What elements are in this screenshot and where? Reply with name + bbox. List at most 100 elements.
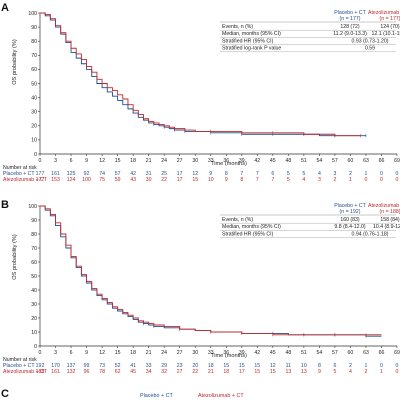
panel-b-stats-header-atezolizumab: Atezolizumab + CT xyxy=(368,203,400,209)
panel-b-x-tick-label: 45 xyxy=(270,350,276,356)
panel-a-risk-value-atezolizumab: 0 xyxy=(380,177,383,183)
panel-b-stats-row-value-atezolizumab: 158 (84) xyxy=(380,217,400,223)
panel-a-risk-value-placebo: 57 xyxy=(115,171,121,177)
panel-a-x-tick-label: 24 xyxy=(161,158,167,164)
panel-b-x-axis-title: Time (months) xyxy=(211,353,247,359)
panel-a-x-axis-title: Time (months) xyxy=(211,161,247,167)
panel-a-stats-header-atezolizumab: (n = 177) xyxy=(380,16,400,22)
panel-a-x-tick-label: 18 xyxy=(130,158,136,164)
panel-a-risk-value-placebo: 0 xyxy=(396,171,399,177)
panel-a-risk-value-atezolizumab: 153 xyxy=(51,177,60,183)
panel-b-risk-value-placebo: 12 xyxy=(270,363,276,369)
panel-a-stats-row-label: Median, months (95% CI) xyxy=(222,31,281,37)
panel-a-risk-value-atezolizumab: 7 xyxy=(271,177,274,183)
panel-b-risk-value-atezolizumab: 13 xyxy=(301,369,307,375)
panel-a-x-tick-label: 15 xyxy=(115,158,121,164)
panel-b-risk-value-placebo: 41 xyxy=(130,363,136,369)
panel-b-risk-value-atezolizumab: 22 xyxy=(192,369,198,375)
panel-a-stats-header-atezolizumab: Atezolizumab + CT xyxy=(368,10,400,16)
panel-a-risk-value-placebo: 9 xyxy=(209,171,212,177)
panel-a-stats-row-value: 0.93 (0.73-1.20) xyxy=(352,38,389,44)
panel-b-x-tick-label: 36 xyxy=(223,350,229,356)
panel-a-stats-row-value: 0.59 xyxy=(365,46,375,52)
panel-b-risk-value-placebo: 1 xyxy=(365,363,368,369)
panel-b-x-tick-label: 6 xyxy=(70,350,73,356)
panel-b-x-tick-label: 24 xyxy=(161,350,167,356)
panel-a-risk-value-atezolizumab: 10 xyxy=(208,177,214,183)
panel-a-y-tick-label: 90 xyxy=(31,25,37,31)
panel-a-stats-row-label: Events, n (%) xyxy=(222,24,253,30)
panel-b-x-tick-label: 9 xyxy=(85,350,88,356)
panel-b-x-tick-label: 0 xyxy=(39,350,42,356)
panel-b-risk-value-atezolizumab: 17 xyxy=(239,369,245,375)
panel-b-x-tick-label: 18 xyxy=(130,350,136,356)
panel-a-stats-row-value-atezolizumab: 124 (70) xyxy=(380,24,400,30)
panel-b-x-tick-label: 54 xyxy=(317,350,323,356)
panel-b-risk-value-atezolizumab: 21 xyxy=(208,369,214,375)
panel-b-risk-value-atezolizumab: 9 xyxy=(318,369,321,375)
panel-a-risk-value-atezolizumab: 22 xyxy=(161,177,167,183)
panel-b-stats-row-value-placebo: 160 (83) xyxy=(340,217,360,223)
panel-b-risk-value-atezolizumab: 161 xyxy=(51,369,60,375)
panel-a-x-tick-label: 48 xyxy=(285,158,291,164)
panel-a-risk-value-placebo: 6 xyxy=(271,171,274,177)
panel-b-x-tick-label: 12 xyxy=(99,350,105,356)
panel-b-risk-value-atezolizumab: 27 xyxy=(177,369,183,375)
panel-a-x-tick-label: 12 xyxy=(99,158,105,164)
panel-a-risk-value-atezolizumab: 30 xyxy=(146,177,152,183)
panel-a-risk-value-placebo: 4 xyxy=(318,171,321,177)
panel-a-y-tick-label: 60 xyxy=(31,67,37,73)
panel-a-x-tick-label: 45 xyxy=(270,158,276,164)
panel-b-x-tick-label: 15 xyxy=(115,350,121,356)
panel-a-risk-value-atezolizumab: 9 xyxy=(225,177,228,183)
panel-a-y-tick-label: 40 xyxy=(31,95,37,101)
panel-a-y-tick-label: 50 xyxy=(31,81,37,87)
panel-b-risk-value-placebo: 10 xyxy=(301,363,307,369)
panel-a-risk-label-atezolizumab: Atezolizumab + CT xyxy=(3,177,48,183)
panel-b-risk-value-atezolizumab: 1 xyxy=(380,369,383,375)
panel-b-y-tick-label: 60 xyxy=(31,260,37,266)
panel-a-risk-value-placebo: 12 xyxy=(192,171,198,177)
panel-a-y-tick-label: 20 xyxy=(31,124,37,130)
panel-a-stats-row-value-placebo: 128 (72) xyxy=(340,24,360,30)
panel-a-risk-value-atezolizumab: 5 xyxy=(287,177,290,183)
panel-b-y-axis-title: OS probability (%) xyxy=(12,234,18,280)
panel-b-risk-value-placebo: 52 xyxy=(115,363,121,369)
panel-a-x-tick-label: 33 xyxy=(208,158,214,164)
panel-b-y-tick-label: 30 xyxy=(31,302,37,308)
panel-b-y-tick-label: 70 xyxy=(31,246,37,252)
panel-a-x-tick-label: 69 xyxy=(394,158,400,164)
panel-b-risk-value-placebo: 33 xyxy=(146,363,152,369)
panel-a-x-tick-label: 36 xyxy=(223,158,229,164)
panel-b-x-tick-label: 3 xyxy=(54,350,57,356)
panel-b-stats-header-atezolizumab: (n = 188) xyxy=(380,209,400,215)
panel-b-stats-row-value: 0.94 (0.76-1.18) xyxy=(352,231,389,237)
panel-a-risk-value-placebo: 31 xyxy=(146,171,152,177)
panel-b-risk-value-atezolizumab: 4 xyxy=(349,369,352,375)
panel-b-x-tick-label: 30 xyxy=(192,350,198,356)
panel-b-risk-title: Number at risk xyxy=(3,357,37,363)
panel-a-stats-row-value-atezolizumab: 12.1 (10.1-15.1) xyxy=(372,31,400,37)
panel-a-risk-value-placebo: 0 xyxy=(380,171,383,177)
panel-b-x-tick-label: 39 xyxy=(239,350,245,356)
panel-b-risk-value-placebo: 0 xyxy=(396,363,399,369)
panel-b-risk-value-placebo: 20 xyxy=(192,363,198,369)
panel-b-series-placebo xyxy=(40,205,382,337)
panel-a-y-tick-label: 0 xyxy=(34,152,37,158)
panel-b-y-tick-label: 80 xyxy=(31,232,37,238)
panel-a-stats-row-value-placebo: 11.2 (9.0-13.3) xyxy=(333,31,367,37)
panel-c-legend-atezolizumab: Atezolizumab + CT xyxy=(198,393,244,399)
panel-b-stats-row-label: Stratified HR (95% CI) xyxy=(222,231,274,237)
panel-b-risk-value-placebo: 6 xyxy=(333,363,336,369)
panel-a-y-tick-label: 80 xyxy=(31,39,37,45)
panel-b-x-tick-label: 63 xyxy=(363,350,369,356)
panel-b-risk-value-placebo: 23 xyxy=(177,363,183,369)
panel-b-risk-value-atezolizumab: 78 xyxy=(99,369,105,375)
panel-a-risk-value-atezolizumab: 1 xyxy=(349,177,352,183)
panel-b-series-atezolizumab xyxy=(40,205,382,336)
panel-a-x-tick-label: 57 xyxy=(332,158,338,164)
panel-b-letter: B xyxy=(1,199,9,211)
panel-b-x-tick-label: 42 xyxy=(254,350,260,356)
panel-b-x-tick-label: 51 xyxy=(301,350,307,356)
